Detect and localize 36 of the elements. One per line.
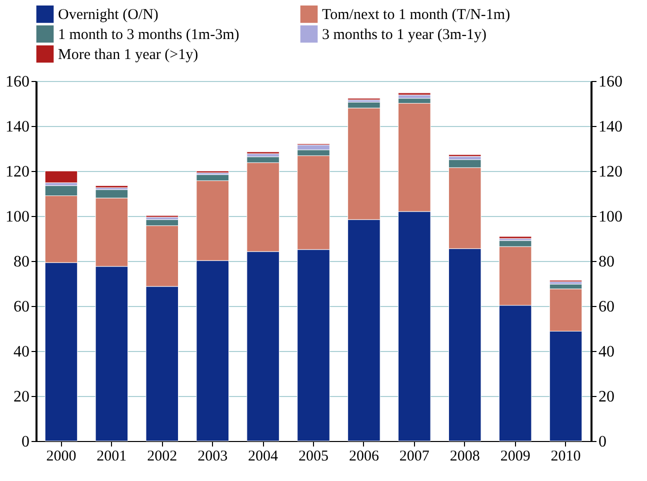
y-tick-label: 140 xyxy=(6,118,30,136)
y2-tick-label: 0 xyxy=(598,434,606,450)
legend-label: More than 1 year (>1y) xyxy=(58,47,198,63)
x-tick-label: 2008 xyxy=(450,448,480,464)
bar xyxy=(398,92,431,96)
y2-tick-label: 60 xyxy=(598,298,614,316)
x-tick-label: 2000 xyxy=(46,448,76,464)
y-tick-label: 0 xyxy=(22,434,30,450)
x-tick-label: 2006 xyxy=(348,448,380,464)
y2-tick-label: 100 xyxy=(598,208,622,226)
y-tick-label: 60 xyxy=(14,298,30,316)
y2-tick-label: 120 xyxy=(598,164,622,180)
y2-tick-label: 80 xyxy=(598,254,614,270)
x-tick-label: 2003 xyxy=(198,448,228,464)
x-tick-label: 2005 xyxy=(298,448,328,464)
y-tick-label: 40 xyxy=(14,344,30,360)
y2-tick-label: 40 xyxy=(598,344,614,360)
y2-tick-label: 20 xyxy=(598,388,614,406)
legend-label: 1 month to 3 months (1m-3m) xyxy=(58,27,240,43)
legend-label: Overnight (O/N) xyxy=(58,7,158,24)
y2-tick-label: 140 xyxy=(598,118,622,136)
x-tick-label: 2001 xyxy=(96,448,127,464)
y-tick-label: 160 xyxy=(6,74,30,90)
x-tick-label: 2002 xyxy=(147,448,178,464)
y-tick-label: 120 xyxy=(6,164,30,180)
y-tick-label: 80 xyxy=(14,254,30,270)
bar xyxy=(44,170,78,183)
x-tick-label: 2009 xyxy=(500,448,530,464)
x-tick-label: 2007 xyxy=(399,448,430,464)
x-tick-label: 2004 xyxy=(248,448,279,464)
y-tick-label: 100 xyxy=(6,208,30,226)
x-tick-label: 2010 xyxy=(550,448,581,464)
legend-label: 3 months to 1 year (3m-1y) xyxy=(322,27,487,43)
y-tick-label: 20 xyxy=(14,388,30,406)
y2-tick-label: 160 xyxy=(598,74,622,90)
legend-label: Tom/next to 1 month (T/N-1m) xyxy=(322,7,510,24)
